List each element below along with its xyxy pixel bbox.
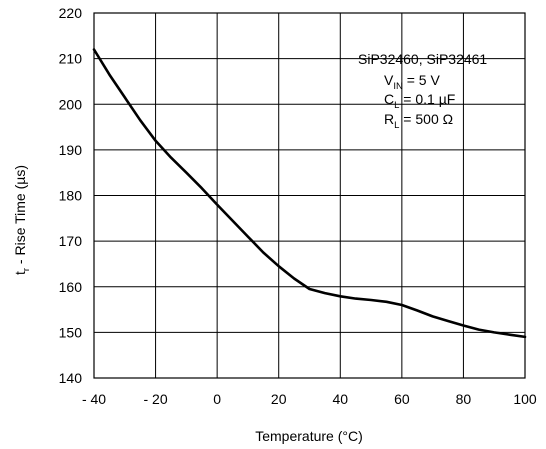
x-tick-label: 80 [456, 391, 472, 407]
y-axis-label: tr - Rise Time (µs) [12, 165, 32, 275]
x-tick-label: 0 [213, 391, 221, 407]
annotation-cl-main: C [384, 91, 394, 107]
x-tick-label: 20 [271, 391, 287, 407]
annotation-rl-rest: = 500 Ω [399, 111, 453, 127]
y-tick-label: 170 [59, 233, 83, 249]
y-axis-label-rest: - Rise Time (µs) [12, 165, 28, 268]
x-axis-label: Temperature (°C) [255, 428, 363, 444]
x-tick-label: 40 [332, 391, 348, 407]
annotation-cl-rest: = 0.1 µF [399, 91, 455, 107]
annotation-cl-sub: L [394, 100, 399, 111]
y-tick-label: 140 [59, 370, 83, 386]
annotation-vin: VIN = 5 V [384, 72, 440, 92]
annotation-devices: SiP32460, SiP32461 [358, 51, 487, 67]
annotation-cl: CL = 0.1 µF [384, 91, 455, 111]
conditions-annotation: SiP32460, SiP32461 VIN = 5 V CL = 0.1 µF… [358, 51, 487, 131]
annotation-vin-rest: = 5 V [403, 72, 441, 88]
y-tick-label: 150 [59, 324, 83, 340]
y-tick-label: 210 [59, 51, 83, 67]
y-axis-label-sub: r [21, 268, 32, 271]
x-tick-label: 100 [513, 391, 537, 407]
y-tick-label: 180 [59, 188, 83, 204]
annotation-rl-main: R [384, 111, 394, 127]
y-axis-label-main: t [12, 271, 28, 275]
y-tick-labels: 140 150 160 170 180 190 200 210 220 [59, 5, 83, 386]
rise-time-series-line [92, 48, 527, 339]
y-tick-label: 190 [59, 142, 83, 158]
annotation-vin-main: V [384, 72, 394, 88]
annotation-rl-sub: L [394, 120, 399, 131]
plot-frame [93, 12, 526, 379]
x-tick-label: - 40 [82, 391, 106, 407]
y-tick-label: 200 [59, 96, 83, 112]
annotation-rl: RL = 500 Ω [384, 111, 453, 131]
x-tick-label: - 20 [144, 391, 168, 407]
y-tick-label: 160 [59, 279, 83, 295]
x-tick-label: 60 [394, 391, 410, 407]
y-tick-label: 220 [59, 5, 83, 21]
annotation-vin-sub: IN [393, 81, 403, 92]
x-tick-labels: - 40 - 20 0 20 40 60 80 100 [82, 391, 537, 407]
grid-lines [94, 13, 525, 378]
